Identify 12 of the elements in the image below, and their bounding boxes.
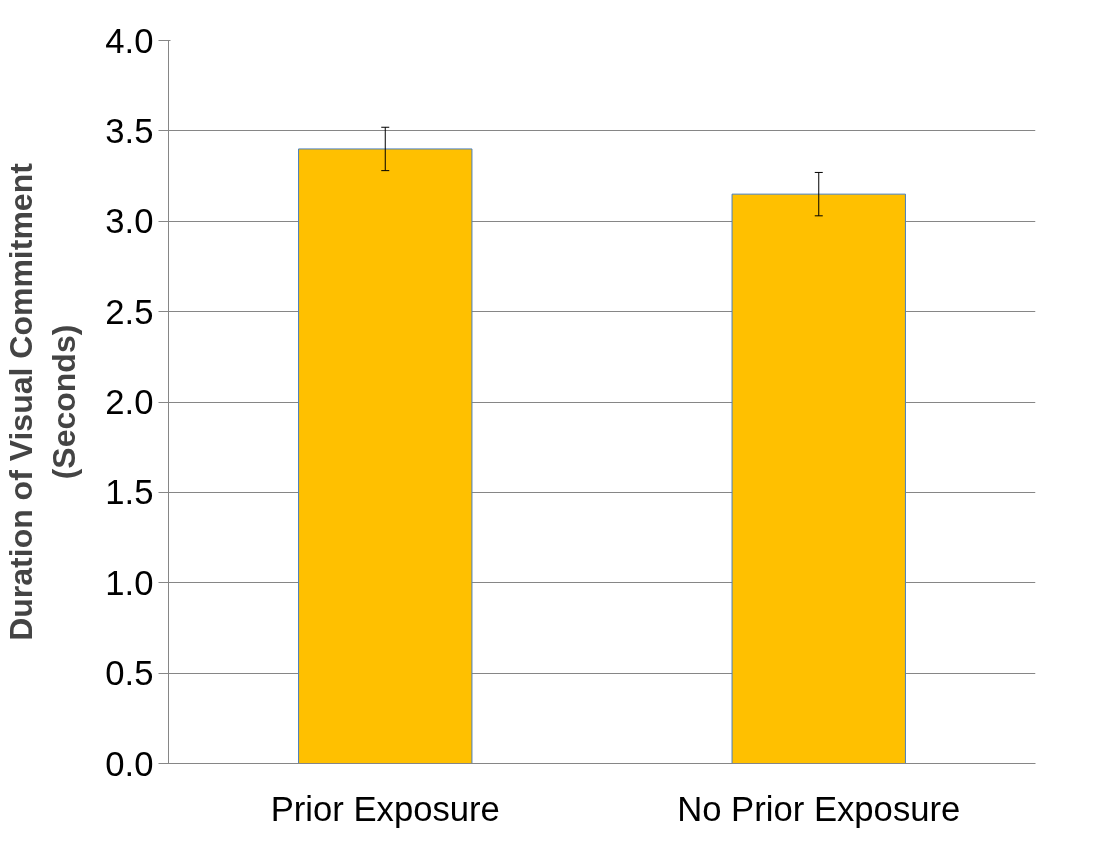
y-axis-title: Duration of Visual Commitment (Seconds) [3,162,83,641]
y-tick-label: 0.0 [105,744,154,783]
x-tick-label: No Prior Exposure [677,789,961,828]
y-tick-label: 1.0 [105,563,154,602]
y-tick-label: 1.5 [105,473,154,512]
y-tick-label: 0.5 [105,654,154,693]
y-tick-label: 2.0 [105,383,154,421]
y-tick-label: 2.5 [105,292,154,331]
y-tick-label: 3.5 [105,111,154,150]
y-tick-label: 3.0 [105,202,154,241]
x-tick-label: Prior Exposure [270,789,500,828]
y-tick-label: 4.0 [105,21,154,60]
